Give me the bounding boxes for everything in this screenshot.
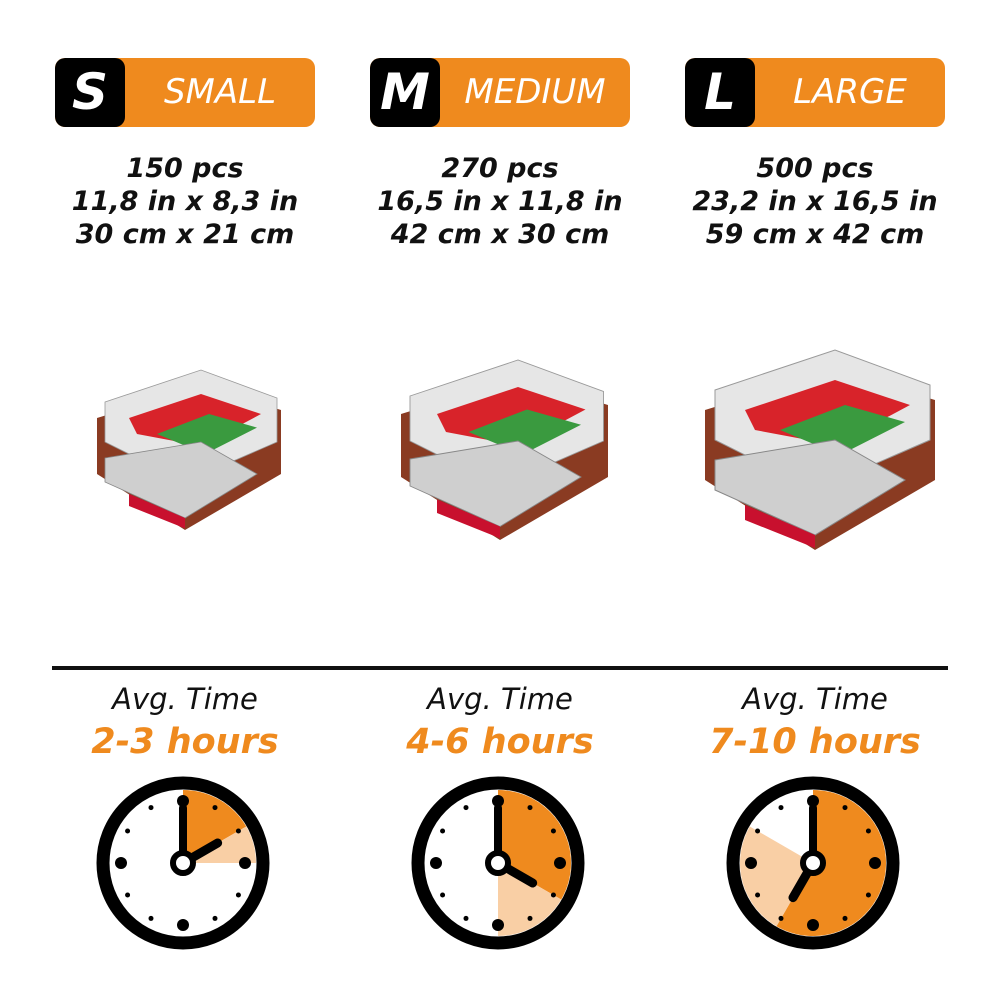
size-letter: S [55,58,125,127]
hour-marker [755,892,761,898]
stadium-pitch [468,409,581,455]
stadium-model-image [705,349,935,550]
clock-center [170,850,196,876]
stadium-group [705,349,935,550]
hour-marker [212,805,218,811]
time-range-sector [498,863,562,936]
hour-marker [745,857,757,869]
clock-center [485,850,511,876]
hour-marker [239,857,251,869]
stadium-pitch [780,405,905,455]
hour-marker [492,919,504,931]
hour-marker [212,915,218,921]
hour-marker [550,828,556,834]
dimensions-inches: 11,8 in x 8,3 in [71,186,299,217]
hour-marker [235,892,241,898]
size-column: L LARGE 500 pcs 23,2 in x 16,5 in 59 cm … [685,0,1000,1000]
hour-marker [440,828,446,834]
stadium-model-image [97,369,281,530]
hour-marker [115,857,127,869]
avg-time-label: Avg. Time [427,682,573,716]
hour-marker [125,828,131,834]
hour-marker [440,892,446,898]
size-badge: S SMALL [55,58,315,127]
hour-marker [148,805,154,811]
clock-icon [96,776,270,950]
divider [52,666,948,670]
specs: 150 pcs 11,8 in x 8,3 in 30 cm x 21 cm [55,152,315,251]
hour-marker [463,915,469,921]
hour-marker [865,828,871,834]
hour-marker [869,857,881,869]
hour-marker [842,915,848,921]
specs: 500 pcs 23,2 in x 16,5 in 59 cm x 42 cm [685,152,945,251]
hour-marker [778,915,784,921]
size-label: LARGE [793,72,907,112]
hour-marker [177,919,189,931]
stadium-main-stand [714,439,906,536]
size-label: MEDIUM [464,72,606,112]
hour-marker [550,892,556,898]
stadium-main-stand [104,441,258,519]
size-column: S SMALL 150 pcs 11,8 in x 8,3 in 30 cm x… [55,0,370,1000]
clock-icon [726,776,900,950]
hour-marker [807,919,819,931]
piece-count: 500 pcs [756,153,874,184]
hour-marker [527,915,533,921]
piece-count: 150 pcs [126,153,244,184]
size-badge: L LARGE [685,58,945,127]
size-letter: L [685,58,755,127]
avg-time-value: 4-6 hours [406,722,594,762]
hour-marker [235,828,241,834]
time-min-sector [183,790,247,863]
hour-marker [842,805,848,811]
size-label: SMALL [163,72,277,112]
hour-marker [463,805,469,811]
stadium-model-image [401,359,608,540]
stadium-pitch [157,414,257,454]
hour-marker [755,828,761,834]
hour-marker [492,795,504,807]
clock-center [800,850,826,876]
piece-count: 270 pcs [441,153,559,184]
hour-marker [807,795,819,807]
clock-icon [411,776,585,950]
hour-marker [554,857,566,869]
size-column: M MEDIUM 270 pcs 16,5 in x 11,8 in 42 cm… [370,0,685,1000]
hour-marker [865,892,871,898]
hour-marker [125,892,131,898]
stadium-front [745,505,815,548]
dimensions-inches: 16,5 in x 11,8 in [377,186,623,217]
hour-marker [527,805,533,811]
stadium-front [437,499,500,539]
stadium-group [97,369,281,530]
stadium-group [401,359,608,540]
dimensions-inches: 23,2 in x 16,5 in [692,186,938,217]
time-range-sector [740,826,813,927]
avg-time-label: Avg. Time [112,682,258,716]
specs: 270 pcs 16,5 in x 11,8 in 42 cm x 30 cm [370,152,630,251]
dimensions-cm: 42 cm x 30 cm [390,219,610,250]
avg-time-label: Avg. Time [742,682,888,716]
stadium-front [129,494,185,529]
hour-marker [778,805,784,811]
hour-marker [148,915,154,921]
size-badge: M MEDIUM [370,58,630,127]
dimensions-cm: 30 cm x 21 cm [75,219,295,250]
stadium-main-stand [409,440,582,528]
avg-time-value: 2-3 hours [91,722,279,762]
hour-marker [430,857,442,869]
hour-marker [177,795,189,807]
size-letter: M [370,58,440,127]
dimensions-cm: 59 cm x 42 cm [705,219,925,250]
time-min-sector [776,790,886,936]
avg-time-value: 7-10 hours [709,722,921,762]
